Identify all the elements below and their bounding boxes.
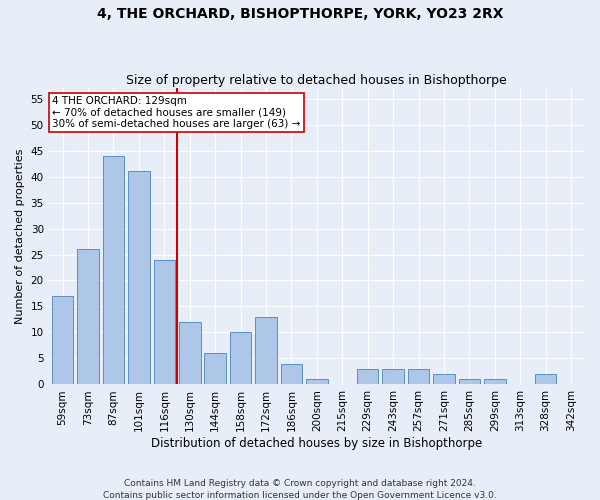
Y-axis label: Number of detached properties: Number of detached properties bbox=[15, 148, 25, 324]
Bar bbox=[433, 374, 455, 384]
Bar bbox=[357, 369, 379, 384]
X-axis label: Distribution of detached houses by size in Bishopthorpe: Distribution of detached houses by size … bbox=[151, 437, 482, 450]
Text: 4, THE ORCHARD, BISHOPTHORPE, YORK, YO23 2RX: 4, THE ORCHARD, BISHOPTHORPE, YORK, YO23… bbox=[97, 8, 503, 22]
Bar bbox=[458, 380, 480, 384]
Bar bbox=[154, 260, 175, 384]
Text: 4 THE ORCHARD: 129sqm
← 70% of detached houses are smaller (149)
30% of semi-det: 4 THE ORCHARD: 129sqm ← 70% of detached … bbox=[52, 96, 301, 129]
Bar bbox=[179, 322, 200, 384]
Bar bbox=[408, 369, 430, 384]
Bar bbox=[281, 364, 302, 384]
Bar bbox=[255, 317, 277, 384]
Title: Size of property relative to detached houses in Bishopthorpe: Size of property relative to detached ho… bbox=[127, 74, 507, 87]
Bar bbox=[535, 374, 556, 384]
Bar bbox=[205, 354, 226, 384]
Bar bbox=[52, 296, 73, 384]
Text: Contains HM Land Registry data © Crown copyright and database right 2024.
Contai: Contains HM Land Registry data © Crown c… bbox=[103, 478, 497, 500]
Bar bbox=[77, 250, 99, 384]
Bar bbox=[128, 172, 150, 384]
Bar bbox=[230, 332, 251, 384]
Bar bbox=[484, 380, 506, 384]
Bar bbox=[306, 380, 328, 384]
Bar bbox=[103, 156, 124, 384]
Bar bbox=[382, 369, 404, 384]
